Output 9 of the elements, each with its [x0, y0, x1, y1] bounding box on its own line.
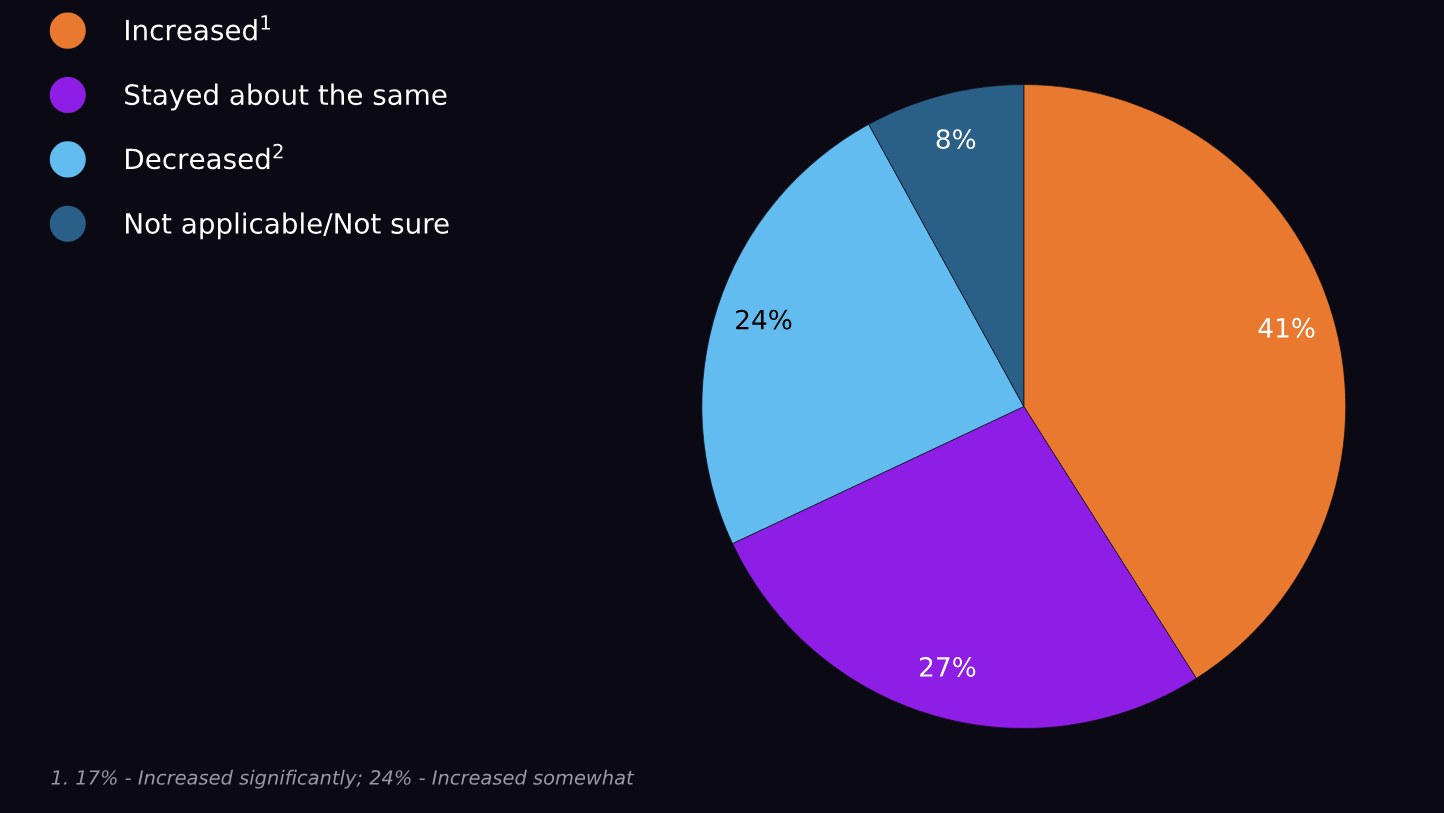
legend-label: Increased$^{1}$ [126, 15, 270, 41]
data-label: 8% [936, 129, 976, 150]
data-label: 24% [736, 309, 792, 330]
data-label: 41% [1258, 317, 1315, 338]
legend-label: Decreased$^{2}$ [126, 143, 283, 170]
legend-label: Stayed about the same [125, 83, 447, 111]
data-label: 27% [920, 656, 976, 677]
legend-label: Not applicable/Not sure [126, 212, 449, 240]
text: 1. 17% - Increased significantly; 24% - Increased somewhat [51, 769, 635, 789]
